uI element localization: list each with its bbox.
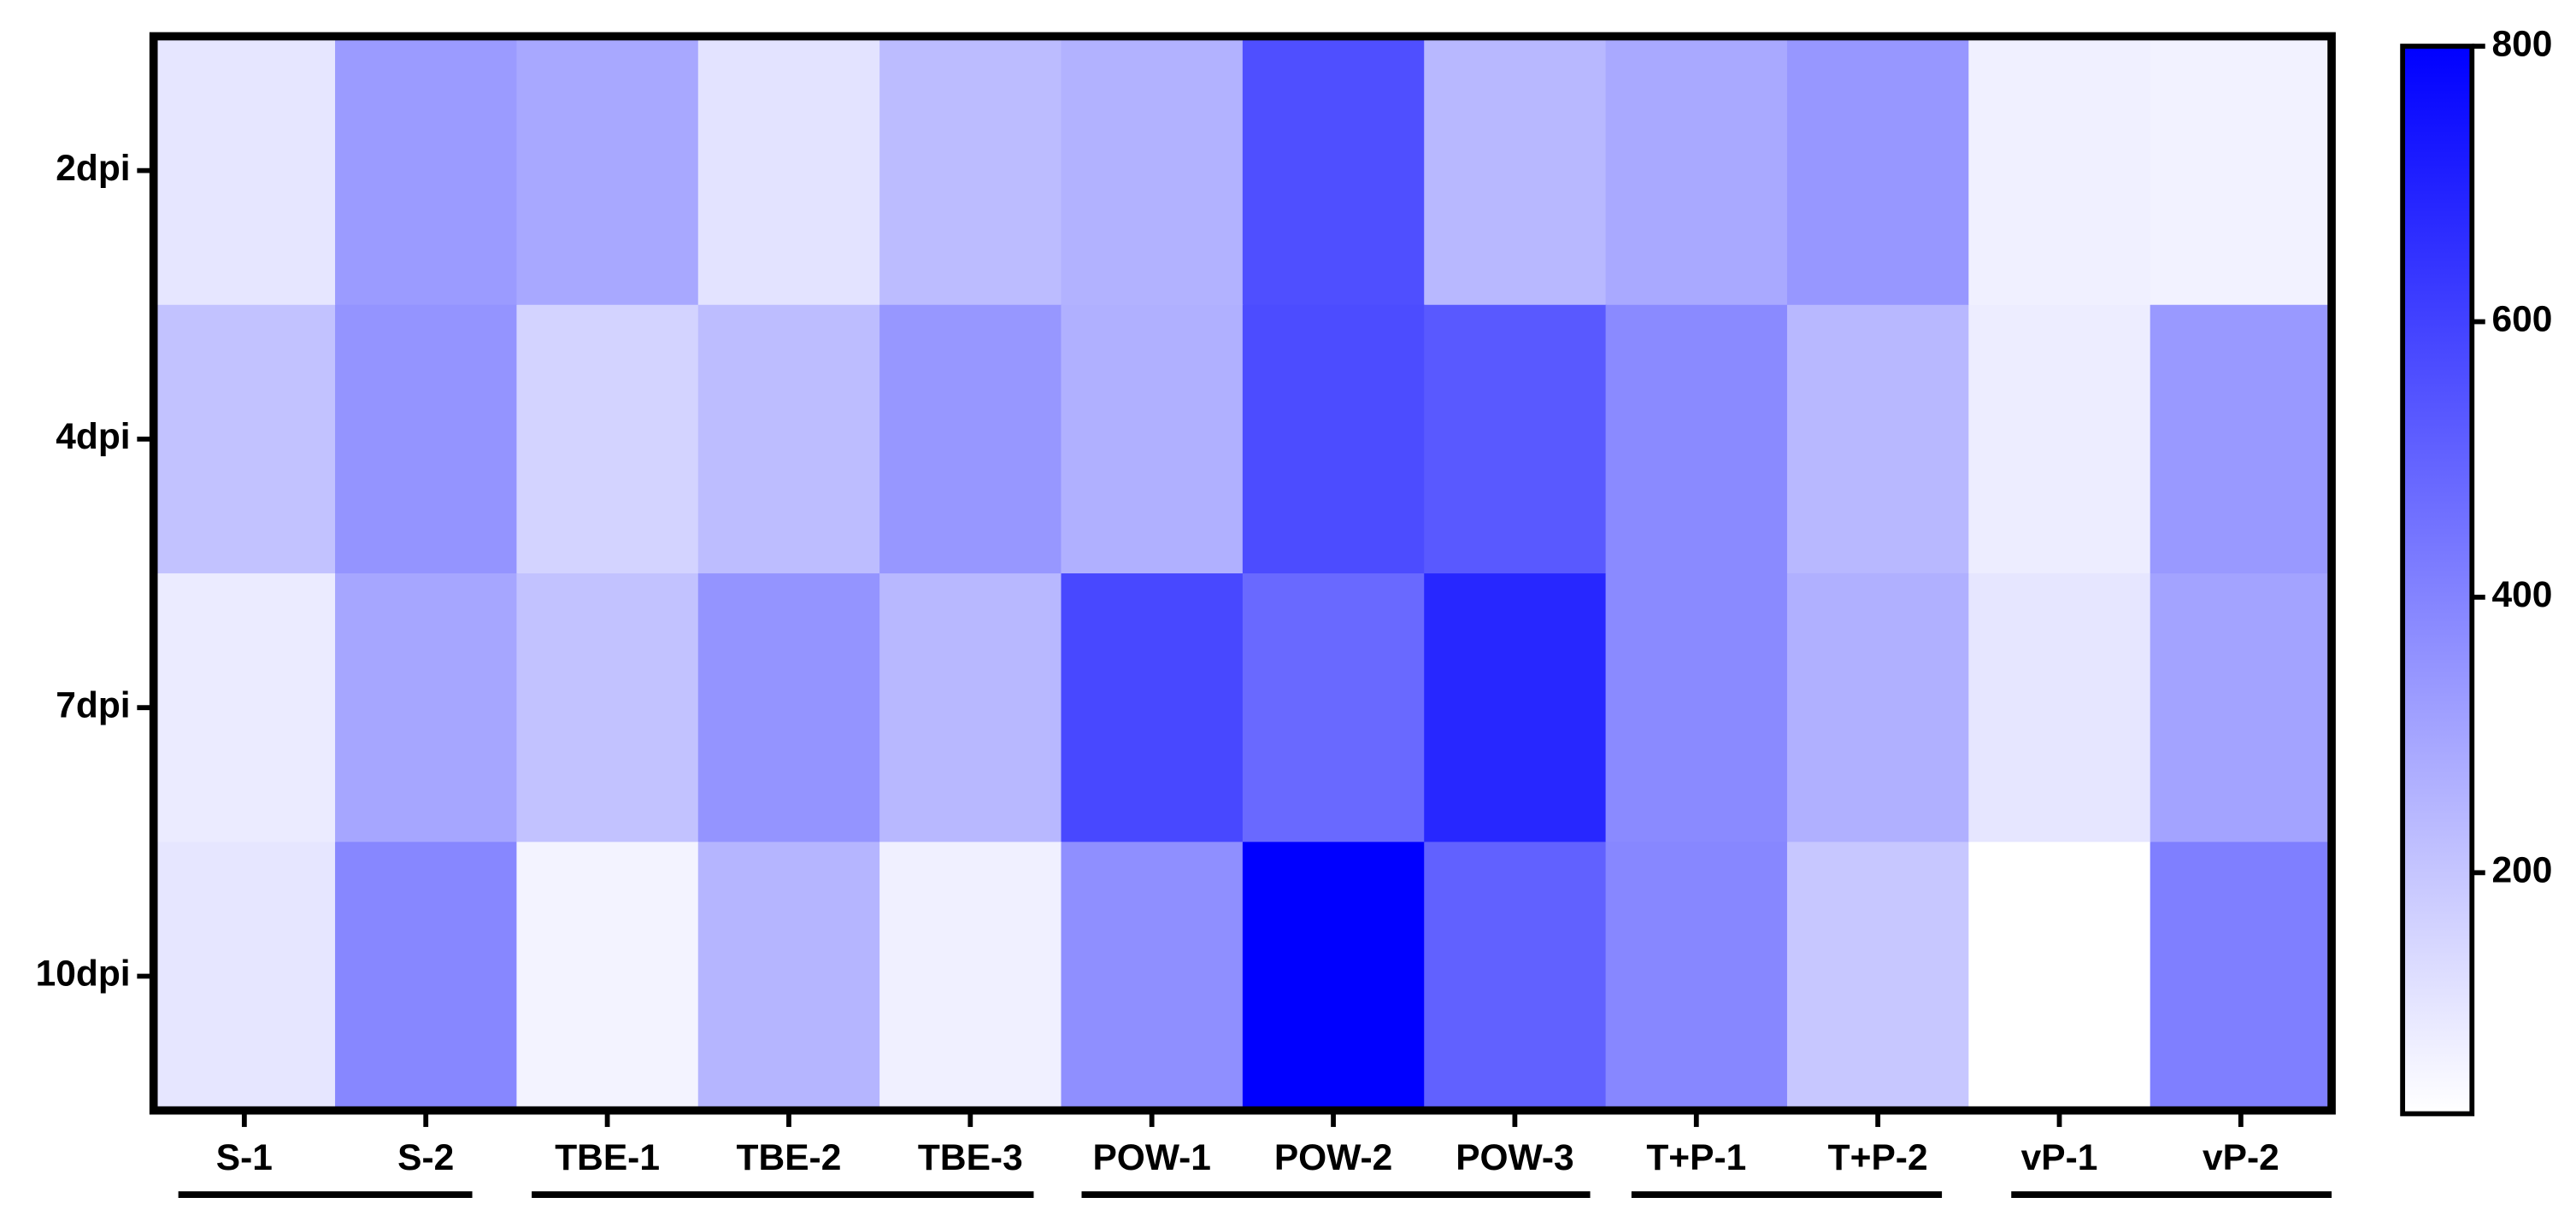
colorbar-tick-label: 800: [2491, 24, 2552, 64]
heat-cell: [153, 36, 337, 306]
heat-cell: [2150, 842, 2333, 1112]
heat-cell: [2150, 304, 2333, 575]
heat-cell: [1605, 304, 1788, 575]
heat-cell: [1786, 842, 1970, 1112]
heat-cell: [2150, 573, 2333, 843]
heat-cell: [1424, 573, 1607, 843]
heat-cell: [879, 36, 1062, 306]
heat-cell: [697, 842, 881, 1112]
heat-cell: [516, 842, 699, 1112]
heat-cell: [153, 304, 337, 575]
heat-cell: [335, 573, 518, 843]
heat-cell: [1424, 304, 1607, 575]
x-tick-label: POW-2: [1274, 1138, 1392, 1178]
heat-cell: [879, 573, 1062, 843]
heat-cell: [516, 36, 699, 306]
heat-cell: [1786, 36, 1970, 306]
y-tick-label: 10dpi: [36, 954, 131, 995]
heat-cell: [1424, 36, 1607, 306]
heat-cell: [1605, 36, 1788, 306]
y-tick-label: 2dpi: [56, 149, 130, 189]
heat-cell: [1786, 304, 1970, 575]
heat-cell: [1424, 842, 1607, 1112]
colorbar-tick-label: 600: [2491, 300, 2552, 340]
heat-cell: [153, 842, 337, 1112]
heat-cell: [1968, 842, 2151, 1112]
heat-cell: [1061, 573, 1244, 843]
plot-frame: [149, 32, 2336, 1115]
heat-cell: [879, 304, 1062, 575]
x-tick-label: POW-1: [1092, 1138, 1210, 1178]
heat-cell: [1242, 304, 1426, 575]
y-tick-label: 4dpi: [56, 417, 130, 457]
x-tick-label: vP-2: [2203, 1138, 2279, 1178]
colorbar-tick-label: 200: [2491, 851, 2552, 891]
heat-cell: [1242, 36, 1426, 306]
colorbar-tick-label: 400: [2491, 575, 2552, 615]
heat-cell: [335, 36, 518, 306]
heat-cell: [1061, 842, 1244, 1112]
heat-cell: [2150, 36, 2333, 306]
x-tick-label: S-1: [216, 1138, 273, 1178]
heat-cell: [1968, 573, 2151, 843]
heat-cell: [1786, 573, 1970, 843]
heat-cell: [697, 304, 881, 575]
heat-cell: [1968, 304, 2151, 575]
x-tick-label: T+P-1: [1646, 1138, 1746, 1178]
x-tick-label: TBE-1: [555, 1138, 660, 1178]
x-tick-label: S-2: [397, 1138, 454, 1178]
heat-cell: [335, 304, 518, 575]
heat-cell: [697, 36, 881, 306]
heat-cell: [1968, 36, 2151, 306]
heat-cell: [879, 842, 1062, 1112]
heat-cell: [1605, 842, 1788, 1112]
y-tick-label: 7dpi: [56, 685, 130, 725]
x-tick-label: vP-1: [2021, 1138, 2098, 1178]
heat-cell: [516, 573, 699, 843]
heat-cell: [1061, 304, 1244, 575]
heat-cell: [697, 573, 881, 843]
heat-cell: [335, 842, 518, 1112]
heat-cell: [1605, 573, 1788, 843]
heat-cell: [1242, 842, 1426, 1112]
heat-cell: [1061, 36, 1244, 306]
x-tick-label: POW-3: [1456, 1138, 1573, 1178]
heat-cell: [1242, 573, 1426, 843]
x-tick-label: T+P-2: [1828, 1138, 1928, 1178]
x-tick-label: TBE-2: [737, 1138, 842, 1178]
colorbar: [2400, 44, 2475, 1117]
heat-cell: [153, 573, 337, 843]
heat-cell: [516, 304, 699, 575]
x-tick-label: TBE-3: [918, 1138, 1023, 1178]
